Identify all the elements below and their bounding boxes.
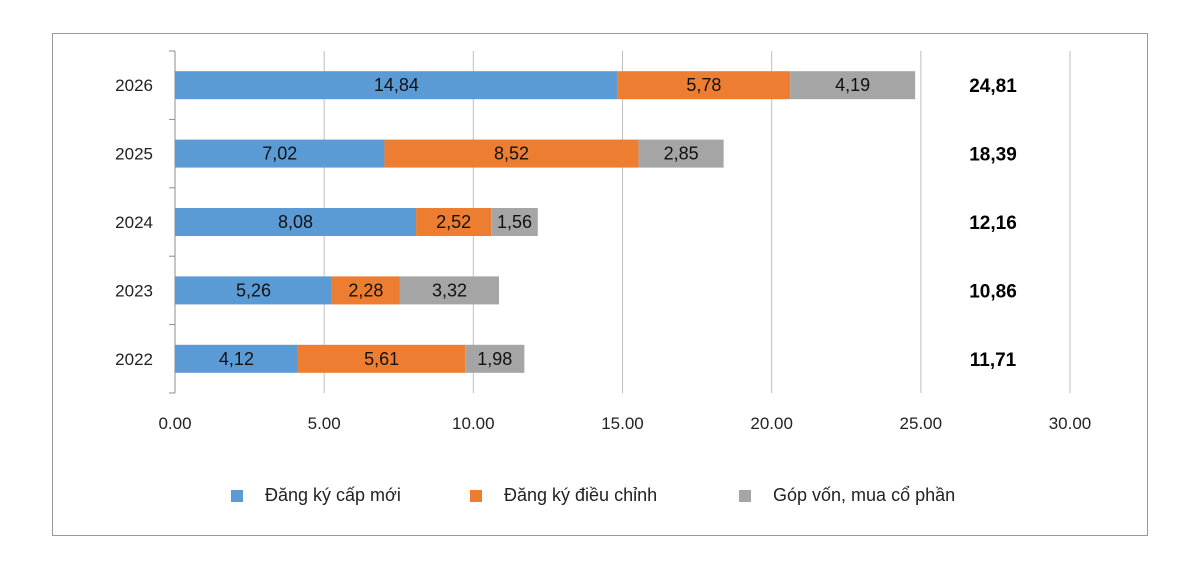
total-value-label: 24,81 [969,76,1017,97]
legend: Đăng ký cấp mới Đăng ký điều chỉnh Góp vốn… [231,485,955,505]
x-tick-label: 25.00 [900,414,943,433]
x-tick-label: 15.00 [601,414,644,433]
bar-value-label: 2,85 [664,144,699,164]
bar-value-label: 8,52 [494,144,529,164]
y-category-label: 2025 [115,145,153,164]
stacked-bar-chart: 0.00 5.00 10.00 15.00 20.00 25.00 30.00 2026 202… [115,50,1092,505]
bars [175,71,916,373]
bar-value-label: 4,12 [219,349,254,369]
bar-value-label: 1,98 [477,349,512,369]
bar-value-label: 5,78 [686,75,721,95]
bar-value-label: 4,19 [835,75,870,95]
legend-label: Đăng ký cấp mới [265,485,401,505]
total-value-label: 11,71 [970,350,1017,371]
legend-swatch [231,490,243,502]
x-tick-label: 10.00 [452,414,495,433]
bar-value-label: 5,61 [364,349,399,369]
x-tick-label: 20.00 [750,414,793,433]
total-value-label: 10,86 [969,281,1017,302]
bar-segment [399,276,499,305]
bar-segment [175,71,618,100]
bar-segment [638,139,724,168]
bar-segment [175,208,417,236]
bar-value-label: 7,02 [262,144,297,164]
y-category-label: 2023 [115,281,153,300]
bar-segment [416,208,492,236]
total-value-label: 12,16 [969,213,1017,234]
y-category-label: 2022 [115,350,153,369]
bar-segment [175,344,298,373]
bar-value-label: 2,28 [348,280,383,300]
x-tick-label: 0.00 [158,414,191,433]
legend-swatch [739,490,751,502]
bar-segment [175,139,385,168]
bar-value-label: 5,26 [236,280,271,300]
y-category-label: 2026 [115,76,153,95]
bar-segment [175,276,332,305]
bar-segment [491,208,538,236]
x-tick-label: 5.00 [308,414,341,433]
x-tick-label: 30.00 [1049,414,1092,433]
legend-label: Góp vốn, mua cổ phần [773,485,955,505]
legend-swatch [470,490,482,502]
total-labels: 24,81 18,39 12,16 10,86 11,71 [969,76,1017,371]
y-category-label: 2024 [115,213,153,232]
bar-value-label: 8,08 [278,212,313,232]
gridlines [323,51,1071,393]
legend-label: Đăng ký điều chỉnh [504,485,657,505]
bar-segment [617,71,791,100]
axes: 0.00 5.00 10.00 15.00 20.00 25.00 30.00 2026 202… [115,50,1092,433]
bar-segment [790,71,916,100]
bar-segment [465,344,525,373]
bar-segment [297,344,466,373]
bar-value-label: 14,84 [374,75,419,95]
bar-segment [384,139,639,168]
data-labels: 14,84 5,78 4,19 7,02 8,52 2,85 8,08 2,52 1,56 5,2… [219,75,870,369]
bar-value-label: 1,56 [497,212,532,232]
bar-value-label: 3,32 [432,280,467,300]
bar-value-label: 2,52 [436,212,471,232]
chart-frame: 0.00 5.00 10.00 15.00 20.00 25.00 30.00 2026 202… [52,33,1148,536]
bar-segment [331,276,400,305]
total-value-label: 18,39 [969,145,1017,166]
